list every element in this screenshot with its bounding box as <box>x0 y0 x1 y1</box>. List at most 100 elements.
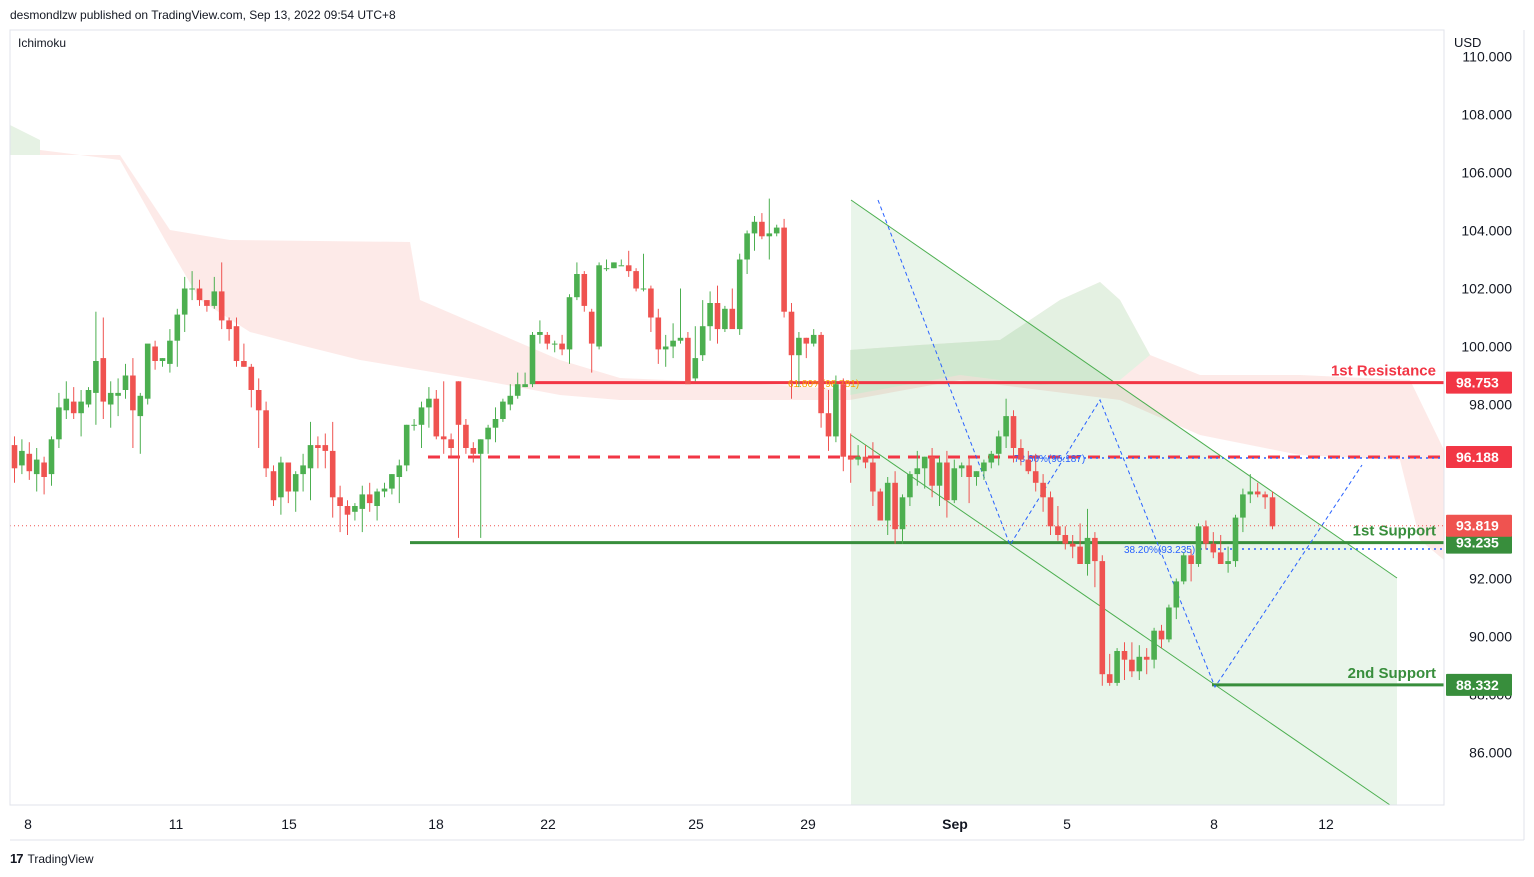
candle-body <box>841 384 847 457</box>
candle <box>804 338 810 358</box>
candle <box>693 326 699 381</box>
candle-body <box>915 468 921 474</box>
candle-body <box>818 335 824 413</box>
y-tick-label: 110.000 <box>1462 49 1512 65</box>
candle-body <box>863 457 869 463</box>
candle-body <box>241 361 247 367</box>
y-tick-label: 108.000 <box>1461 107 1512 123</box>
candle-body <box>278 463 284 498</box>
candle-body <box>559 344 565 350</box>
indicator-legend[interactable]: Ichimoku <box>18 36 66 50</box>
regression-channel <box>851 200 1397 805</box>
candle <box>707 291 713 340</box>
candle-body <box>478 439 484 454</box>
candle-body <box>730 309 736 329</box>
candle-body <box>130 376 136 411</box>
candle <box>478 439 484 538</box>
candle <box>278 457 284 515</box>
candle-body <box>574 274 580 297</box>
candle <box>1100 555 1106 686</box>
candle-body <box>115 393 121 396</box>
candle <box>1233 515 1239 567</box>
candle <box>833 376 839 443</box>
candle <box>12 436 18 482</box>
candle <box>1181 552 1187 584</box>
candle-body <box>226 320 232 329</box>
candle-body <box>167 341 173 364</box>
candle-body <box>1070 544 1076 547</box>
candle-body <box>796 338 802 355</box>
candle <box>300 454 306 492</box>
candle-body <box>744 233 750 259</box>
candle <box>374 489 380 521</box>
candle-body <box>160 358 166 361</box>
candle-body <box>848 457 854 460</box>
candle <box>759 213 765 239</box>
candle-body <box>1011 416 1017 448</box>
candle <box>404 425 410 471</box>
candle-body <box>500 402 506 419</box>
candle-body <box>1033 471 1039 483</box>
candle <box>175 309 181 367</box>
candle-body <box>389 474 395 489</box>
candle <box>448 434 454 457</box>
candle-body <box>781 228 787 312</box>
candle <box>397 460 403 504</box>
time-axis[interactable]: 8 11 15 18 22 25 29 Sep 5 8 12 <box>24 816 1334 832</box>
candle <box>108 381 114 427</box>
candle-body <box>308 445 314 468</box>
candle <box>204 300 210 312</box>
tradingview-footer[interactable]: 17 TradingView <box>10 851 94 866</box>
candle-body <box>1092 538 1098 561</box>
x-tick-label: 25 <box>688 816 704 832</box>
candle <box>123 364 129 399</box>
candle <box>241 344 247 367</box>
candle-body <box>49 439 55 474</box>
candle-body <box>530 335 536 384</box>
x-tick-label: 8 <box>1210 816 1218 832</box>
candle-body <box>1018 448 1024 460</box>
candle-body <box>86 390 92 405</box>
candle-body <box>611 262 617 268</box>
candle-body <box>878 492 884 521</box>
candle-body <box>1063 535 1069 544</box>
candle-body <box>234 326 240 361</box>
candle-body <box>678 338 684 341</box>
candle-body <box>892 483 898 529</box>
candle-body <box>323 445 329 451</box>
candle-body <box>937 463 943 486</box>
candle-body <box>929 457 935 486</box>
candle-body <box>175 315 181 341</box>
currency-label[interactable]: USD <box>1454 35 1481 50</box>
candle <box>389 474 395 494</box>
candle <box>730 289 736 330</box>
candle-body <box>263 410 269 468</box>
candle <box>878 489 884 521</box>
candle <box>715 286 721 344</box>
candle-body <box>633 271 639 288</box>
candle <box>115 378 121 416</box>
candle-body <box>212 291 218 306</box>
cloud-bear-early <box>40 150 850 400</box>
candle-body <box>833 384 839 436</box>
candle <box>500 399 506 422</box>
y-tick-label: 98.000 <box>1469 397 1512 413</box>
candle <box>93 312 99 425</box>
candle-body <box>693 358 699 378</box>
candle-body <box>663 347 669 350</box>
candle <box>78 390 84 436</box>
candle <box>722 306 728 332</box>
candle <box>234 318 240 367</box>
candle-body <box>1085 538 1091 564</box>
candle-body <box>552 344 558 345</box>
candle-body <box>471 448 477 454</box>
price-axis[interactable]: 86.00088.00090.00092.00094.00096.00098.0… <box>1461 49 1512 761</box>
candle <box>64 381 70 419</box>
candle <box>752 216 758 251</box>
candle-body <box>204 300 210 306</box>
candle <box>471 442 477 462</box>
candle-body <box>619 265 625 266</box>
candle-body <box>1240 494 1246 517</box>
candle-body <box>974 471 980 477</box>
